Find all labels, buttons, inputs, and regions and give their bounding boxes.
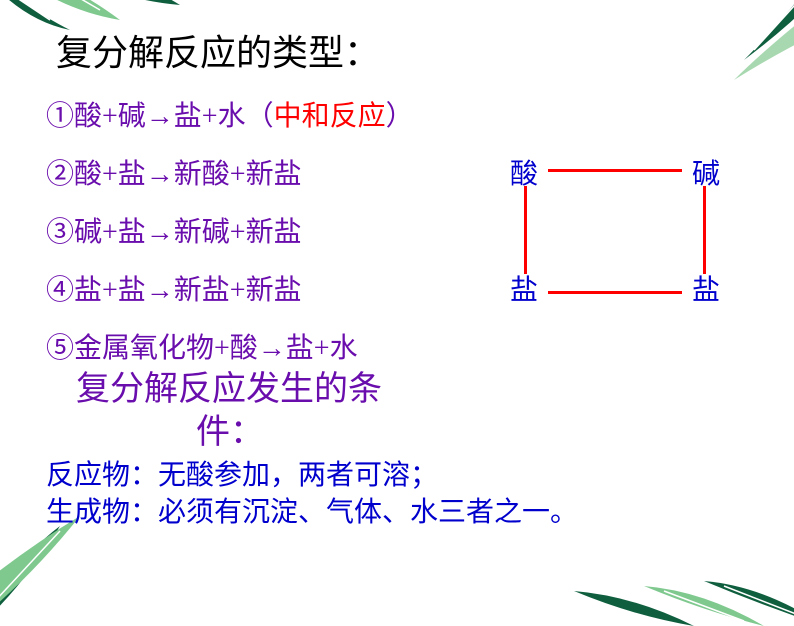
condition-title-1: 复分解反应发生的条 xyxy=(76,370,764,409)
type-1-text: ①酸+碱→盐+水（ xyxy=(46,101,274,132)
main-title: 复分解反应的类型： xyxy=(56,24,764,76)
diagram-line-right xyxy=(703,186,706,274)
condition-title-2: 件： xyxy=(196,413,764,452)
diagram-line-top xyxy=(548,169,682,172)
diagram-salt-1: 盐 xyxy=(510,268,538,308)
type-1-red: 中和反应 xyxy=(274,101,386,132)
relation-diagram: 酸 碱 盐 盐 xyxy=(510,152,720,308)
diagram-salt-2: 盐 xyxy=(692,268,720,308)
type-5: ⑤金属氧化物+酸→盐+水 xyxy=(46,326,764,366)
diagram-line-bottom xyxy=(548,291,682,294)
diagram-line-left xyxy=(524,186,527,274)
type-1: ①酸+碱→盐+水（中和反应） xyxy=(46,94,764,134)
type-1-close: ） xyxy=(386,101,414,132)
condition-1: 反应物：无酸参加，两者可溶； xyxy=(46,458,764,494)
condition-2: 生成物：必须有沉淀、气体、水三者之一。 xyxy=(46,495,764,531)
leaf-decoration-bottom-right xyxy=(564,566,794,626)
